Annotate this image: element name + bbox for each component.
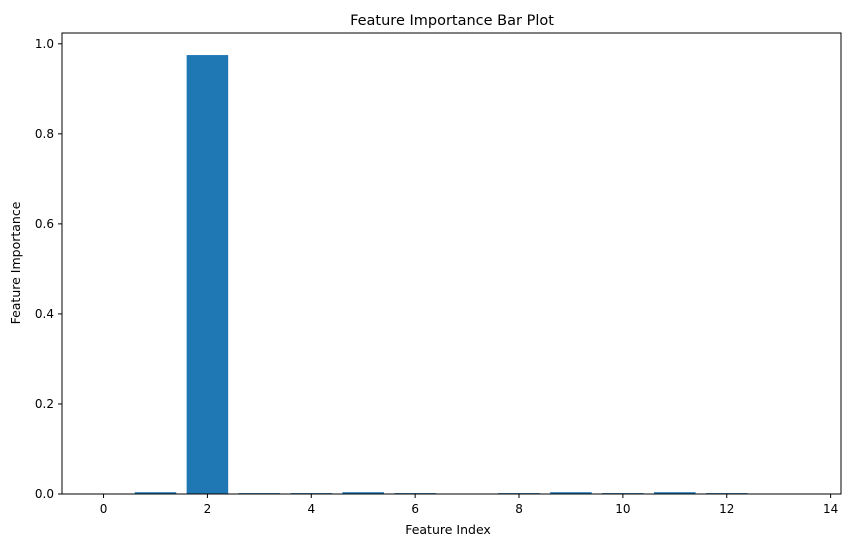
y-tick-label: 1.0 [35, 37, 54, 51]
y-tick-label: 0.6 [35, 217, 54, 231]
bar-feature-9 [550, 492, 592, 494]
y-tick-label: 0.0 [35, 487, 54, 501]
y-axis-ticks: 0.0 0.2 0.4 0.6 0.8 1.0 [35, 37, 62, 501]
bar-feature-2 [186, 55, 229, 494]
bar-feature-11 [654, 492, 696, 494]
x-tick-label: 4 [307, 502, 315, 516]
bars-group [134, 55, 748, 494]
bar-feature-5 [342, 492, 384, 494]
x-axis-label: Feature Index [405, 522, 491, 537]
x-tick-label: 2 [204, 502, 212, 516]
x-tick-label: 6 [411, 502, 419, 516]
chart-title: Feature Importance Bar Plot [350, 13, 554, 29]
y-axis-label: Feature Importance [8, 201, 23, 324]
x-tick-label: 12 [719, 502, 734, 516]
x-tick-label: 10 [615, 502, 630, 516]
x-tick-label: 8 [515, 502, 523, 516]
bar-feature-1 [134, 492, 177, 494]
y-tick-label: 0.8 [35, 127, 54, 141]
x-tick-label: 0 [100, 502, 108, 516]
plot-frame [61, 32, 842, 495]
x-axis-ticks: 0 2 4 6 8 10 12 14 [100, 494, 838, 516]
y-tick-label: 0.4 [35, 307, 54, 321]
y-tick-label: 0.2 [35, 397, 54, 411]
x-tick-label: 14 [823, 502, 838, 516]
